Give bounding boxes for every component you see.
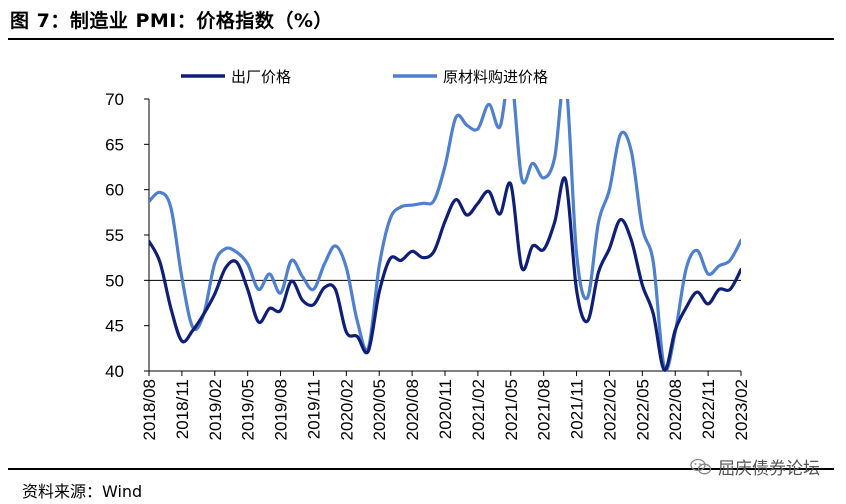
series-line-1 bbox=[149, 176, 741, 372]
x-axis: 2018/08 2018/11 2019/02 2019/05 2019/08 2019/… bbox=[140, 370, 751, 440]
watermark-text: 屈庆债券论坛 bbox=[718, 459, 820, 479]
x-tick-label: 2021/08 bbox=[535, 379, 554, 440]
x-tick-label: 2019/11 bbox=[304, 379, 323, 439]
x-tick-label: 2022/11 bbox=[699, 379, 718, 439]
legend-label-2: 原材料购进价格 bbox=[443, 68, 548, 86]
x-tick-label: 2020/11 bbox=[436, 379, 455, 439]
y-tick-label: 60 bbox=[105, 181, 124, 200]
series-layer bbox=[149, 99, 741, 372]
line-chart: 40 45 50 55 60 65 70 2018/08 2018/11 2019/02 2019… bbox=[105, 68, 751, 440]
x-tick-label: 2022/02 bbox=[600, 379, 619, 440]
x-tick-label: 2019/05 bbox=[239, 379, 258, 440]
figure-title: 图 7：制造业 PMI：价格指数（%） bbox=[10, 10, 333, 32]
y-tick-label: 70 bbox=[105, 90, 124, 109]
x-tick-label: 2019/08 bbox=[272, 379, 291, 440]
y-tick-label: 50 bbox=[105, 271, 124, 290]
x-tick-label: 2022/08 bbox=[666, 379, 685, 440]
x-tick-label: 2023/02 bbox=[732, 379, 751, 440]
series-line-2 bbox=[149, 99, 741, 372]
top-rule bbox=[8, 38, 834, 40]
source-note: 资料来源：Wind bbox=[22, 482, 143, 501]
x-tick-label: 2020/08 bbox=[403, 379, 422, 440]
x-tick-label: 2021/05 bbox=[502, 379, 521, 440]
x-tick-label: 2018/08 bbox=[140, 379, 159, 440]
x-tick-label: 2018/11 bbox=[173, 379, 192, 439]
x-tick-label: 2020/02 bbox=[337, 379, 356, 440]
legend: 出厂价格 原材料购进价格 bbox=[181, 68, 548, 86]
y-axis: 40 45 50 55 60 65 70 bbox=[105, 90, 150, 381]
bottom-rule bbox=[8, 468, 834, 470]
x-tick-label: 2021/02 bbox=[469, 379, 488, 440]
y-tick-label: 40 bbox=[105, 362, 124, 381]
watermark: 屈庆债券论坛 bbox=[690, 454, 820, 479]
legend-label-1: 出厂价格 bbox=[231, 68, 291, 86]
y-tick-label: 65 bbox=[105, 135, 124, 154]
x-tick-label: 2021/11 bbox=[568, 379, 587, 439]
x-tick-label: 2020/05 bbox=[370, 379, 389, 440]
x-tick-label: 2022/05 bbox=[633, 379, 652, 440]
y-tick-label: 45 bbox=[105, 317, 124, 336]
wechat-icon bbox=[690, 458, 712, 474]
x-tick-label: 2019/02 bbox=[206, 379, 225, 440]
y-tick-label: 55 bbox=[105, 226, 124, 245]
